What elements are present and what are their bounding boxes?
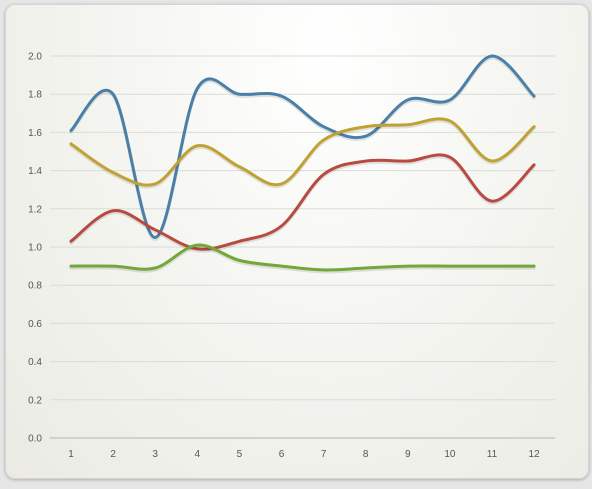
series-lines	[71, 56, 534, 272]
x-tick-label: 3	[152, 449, 158, 460]
x-tick-label: 7	[321, 449, 327, 460]
y-tick-label: 0.0	[28, 434, 42, 445]
y-tick-labels: 0.0 0.2 0.4 0.6 0.8 1.0 1.2 1.4 1.6 1.8 2.0	[28, 52, 42, 445]
y-tick-label: 0.8	[28, 281, 42, 292]
series-line-1	[71, 56, 534, 237]
y-tick-label: 0.4	[28, 357, 42, 368]
y-tick-label: 1.0	[28, 243, 42, 254]
series-line-4	[71, 245, 534, 270]
gridlines	[50, 56, 555, 400]
series-line-shadow	[71, 121, 534, 187]
y-tick-label: 0.6	[28, 319, 42, 330]
x-tick-label: 6	[279, 449, 285, 460]
y-tick-label: 0.2	[28, 395, 42, 406]
x-tick-label: 11	[487, 449, 498, 460]
x-tick-label: 4	[195, 449, 201, 460]
x-tick-label: 8	[363, 449, 369, 460]
x-tick-label: 2	[110, 449, 116, 460]
x-tick-label: 12	[529, 449, 541, 460]
x-tick-label: 9	[405, 449, 411, 460]
y-tick-label: 1.2	[28, 204, 42, 215]
y-tick-label: 1.8	[28, 90, 42, 101]
x-tick-labels: 1 2 3 4 5 6 7 8 9 10 11 12	[68, 449, 540, 460]
y-tick-label: 2.0	[28, 52, 42, 63]
x-tick-label: 1	[68, 449, 74, 460]
y-tick-label: 1.6	[28, 128, 42, 139]
y-tick-label: 1.4	[28, 166, 42, 177]
x-tick-label: 10	[444, 449, 456, 460]
x-tick-label: 5	[237, 449, 243, 460]
